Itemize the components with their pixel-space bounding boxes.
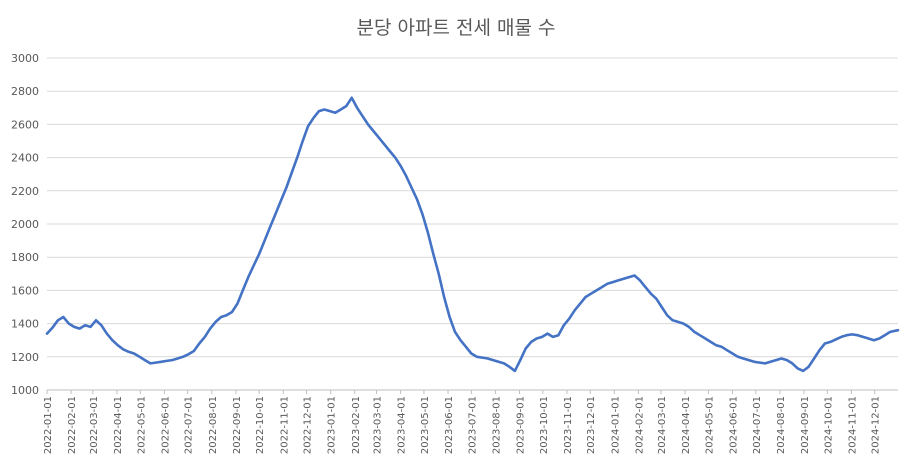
x-tick-label: 2024-05-01 — [704, 396, 715, 454]
y-tick-label: 2800 — [11, 85, 39, 98]
x-tick-label: 2023-01-01 — [327, 396, 338, 454]
x-tick-label: 2023-04-01 — [397, 396, 408, 454]
x-tick-label: 2023-03-01 — [373, 396, 384, 454]
y-tick-label: 2400 — [11, 152, 39, 165]
x-tick-label: 2024-07-01 — [752, 396, 763, 454]
x-tick-label: 2022-03-01 — [89, 396, 100, 454]
x-tick-label: 2023-09-01 — [516, 396, 527, 454]
x-tick-label: 2022-10-01 — [255, 396, 266, 454]
chart-title: 분당 아파트 전세 매물 수 — [356, 17, 556, 39]
x-tick-label: 2022-08-01 — [208, 396, 219, 454]
y-tick-label: 2200 — [11, 185, 39, 198]
x-tick-label: 2024-02-01 — [634, 396, 645, 454]
y-axis: 1000 1200 1400 1600 1800 2000 2200 2400 2600 2800… — [11, 52, 39, 397]
x-tick-label: 2022-09-01 — [232, 396, 243, 454]
x-tick-label: 2023-02-01 — [351, 396, 362, 454]
x-axis: 2022-01-01 2022-02-01 2022-03-01 2022-04-01… — [43, 389, 898, 454]
x-tick-label: 2024-03-01 — [657, 396, 668, 454]
x-tick-label: 2023-12-01 — [586, 396, 597, 454]
y-tick-label: 1000 — [11, 384, 39, 397]
y-tick-label: 1200 — [11, 351, 39, 364]
y-tick-label: 1800 — [11, 251, 39, 264]
x-tick-label: 2024-06-01 — [728, 396, 739, 454]
x-tick-label: 2023-11-01 — [563, 396, 574, 454]
x-tick-label: 2022-07-01 — [184, 396, 195, 454]
series-line — [45, 96, 900, 373]
x-tick-label: 2022-11-01 — [279, 396, 290, 454]
x-tick-label: 2022-01-01 — [43, 396, 54, 454]
x-tick-label: 2022-04-01 — [113, 396, 124, 454]
x-tick-label: 2023-08-01 — [491, 396, 502, 454]
y-tick-label: 1600 — [11, 284, 39, 297]
y-tick-label: 1400 — [11, 318, 39, 331]
series-layer — [45, 96, 900, 373]
y-tick-label: 2600 — [11, 118, 39, 131]
x-tick-label: 2022-05-01 — [136, 396, 147, 454]
x-tick-label: 2024-12-01 — [871, 396, 882, 454]
x-tick-label: 2024-08-01 — [776, 396, 787, 454]
x-tick-label: 2024-10-01 — [823, 396, 834, 454]
x-tick-label: 2023-07-01 — [467, 396, 478, 454]
x-tick-label: 2024-01-01 — [610, 396, 621, 454]
x-tick-label: 2024-04-01 — [681, 396, 692, 454]
x-tick-label: 2023-05-01 — [420, 396, 431, 454]
gridlines — [47, 57, 898, 358]
x-tick-label: 2023-06-01 — [444, 396, 455, 454]
x-tick-label: 2022-02-01 — [67, 396, 78, 454]
x-tick-label: 2022-12-01 — [303, 396, 314, 454]
y-tick-label: 2000 — [11, 218, 39, 231]
x-tick-label: 2022-06-01 — [160, 396, 171, 454]
y-tick-label: 3000 — [11, 52, 39, 65]
x-tick-label: 2024-09-01 — [800, 396, 811, 454]
x-tick-label: 2023-10-01 — [539, 396, 550, 454]
x-tick-label: 2024-11-01 — [847, 396, 858, 454]
